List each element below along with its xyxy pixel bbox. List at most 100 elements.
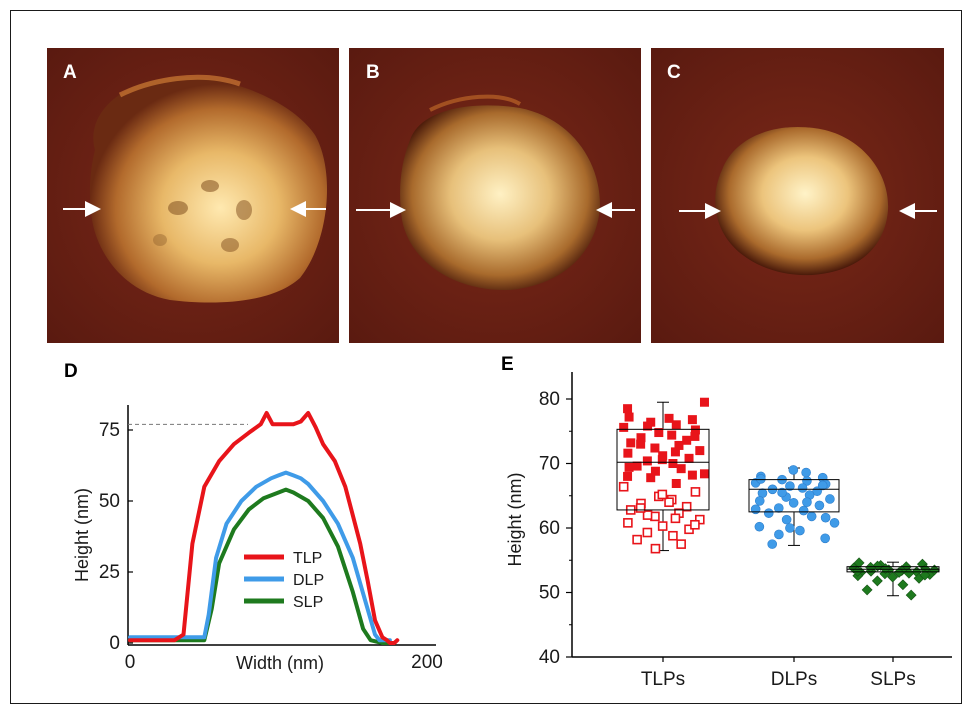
data-point-tlp — [646, 473, 656, 483]
box-dlps — [748, 479, 840, 513]
data-point-dlp — [777, 487, 787, 498]
data-point-dlp — [774, 529, 784, 540]
data-point-dlp — [820, 512, 831, 523]
data-point-tlp — [664, 497, 674, 508]
data-point-tlp — [657, 455, 667, 465]
chart-e: 40 50 60 70 80 Height (nm) TLPs DLPs SLPs — [505, 372, 952, 690]
series-line-tlp — [128, 411, 400, 645]
x-tick-label-d: 200 — [411, 652, 443, 673]
data-point-dlp — [795, 525, 805, 536]
data-point-tlp — [635, 503, 646, 513]
box-tlps — [616, 428, 710, 511]
data-point-dlp — [820, 533, 830, 544]
data-point-dlp — [817, 480, 828, 491]
data-point-dlp — [773, 503, 784, 513]
x-tick-label-d: 0 — [125, 652, 136, 673]
afm-image-c: C — [651, 48, 944, 343]
y-axis-label-d: Height (nm) — [72, 488, 92, 582]
data-point-tlp — [650, 543, 661, 554]
data-point-tlp — [699, 469, 709, 479]
data-point-tlp — [682, 435, 692, 445]
data-point-dlp — [825, 494, 835, 504]
data-point-dlp — [754, 521, 765, 532]
afm-image-a: A — [47, 48, 339, 343]
data-point-tlp — [690, 519, 700, 530]
data-point-tlp — [632, 461, 642, 471]
data-point-tlp — [694, 514, 705, 525]
data-point-tlp — [650, 466, 660, 476]
data-point-slp — [929, 564, 940, 576]
series-line-dlp — [128, 470, 392, 643]
data-point-dlp — [814, 500, 825, 511]
data-point-slp — [905, 589, 917, 601]
y-tick-label-e: 50 — [539, 583, 560, 604]
data-point-slp — [919, 569, 931, 581]
data-point-tlp — [623, 471, 633, 481]
panel-label-d: D — [64, 361, 78, 382]
data-point-tlp — [687, 470, 697, 480]
legend-label-slp: SLP — [293, 594, 323, 611]
data-point-slp — [887, 571, 899, 583]
data-point-tlp — [657, 489, 668, 500]
data-point-tlp — [642, 527, 653, 538]
y-tick-label-e: 40 — [539, 647, 560, 668]
data-point-tlp — [690, 487, 701, 497]
data-point-dlp — [767, 539, 778, 549]
data-point-dlp — [788, 498, 799, 508]
data-point-dlp — [801, 467, 811, 478]
data-point-dlp — [750, 504, 761, 515]
data-point-tlp — [623, 518, 633, 528]
data-point-tlp — [695, 446, 705, 456]
data-point-tlp — [676, 464, 686, 474]
data-point-tlp — [687, 415, 697, 425]
data-point-tlp — [670, 447, 680, 457]
data-point-dlp — [829, 518, 840, 528]
data-point-tlp — [626, 438, 636, 448]
data-point-dlp — [763, 508, 774, 518]
data-point-tlp — [636, 439, 646, 449]
data-point-tlp — [671, 420, 681, 430]
y-tick-label-d: 50 — [99, 491, 120, 512]
data-point-tlp — [623, 448, 633, 458]
y-tick-label-e: 60 — [539, 518, 560, 539]
data-point-dlp — [785, 481, 795, 491]
data-point-tlp — [642, 456, 652, 466]
data-point-tlp — [619, 422, 629, 432]
y-axis-label-e: Height (nm) — [505, 472, 525, 566]
y-tick-label-d: 25 — [99, 562, 120, 583]
data-point-dlp — [756, 474, 766, 484]
data-point-tlp — [657, 521, 668, 531]
legend-label-tlp: TLP — [293, 550, 322, 567]
data-point-tlp — [632, 534, 642, 545]
x-tick-label-e: DLPs — [771, 669, 817, 690]
data-point-tlp — [668, 530, 678, 541]
data-point-slp — [861, 584, 873, 596]
x-axis-label-d: Width (nm) — [236, 653, 324, 673]
data-point-dlp — [788, 465, 799, 475]
data-point-tlp — [643, 421, 653, 431]
panel-label-c: C — [667, 62, 681, 83]
data-point-slp — [871, 575, 883, 587]
data-point-tlp — [670, 513, 681, 524]
data-point-tlp — [699, 397, 709, 407]
data-point-slp — [893, 567, 905, 578]
afm-image-b: B — [349, 48, 641, 343]
data-point-tlp — [668, 459, 678, 468]
chart-d: 0 25 50 75 0 200 Height (nm) Width (nm) TLP DLP SL… — [72, 405, 443, 673]
data-point-tlp — [681, 501, 692, 512]
data-point-dlp — [806, 511, 817, 522]
data-point-dlp — [797, 483, 808, 493]
data-point-tlp — [690, 431, 700, 441]
data-point-tlp — [618, 481, 629, 492]
legend-label-dlp: DLP — [293, 572, 324, 589]
data-point-tlp — [664, 413, 674, 423]
data-point-tlp — [642, 510, 653, 520]
panel-label-a: A — [63, 62, 77, 83]
data-point-tlp — [676, 539, 686, 549]
data-point-tlp — [624, 462, 634, 472]
data-point-dlp — [754, 496, 765, 506]
panel-label-e: E — [501, 354, 514, 375]
data-point-tlp — [624, 412, 634, 422]
y-tick-label-e: 80 — [539, 389, 560, 410]
